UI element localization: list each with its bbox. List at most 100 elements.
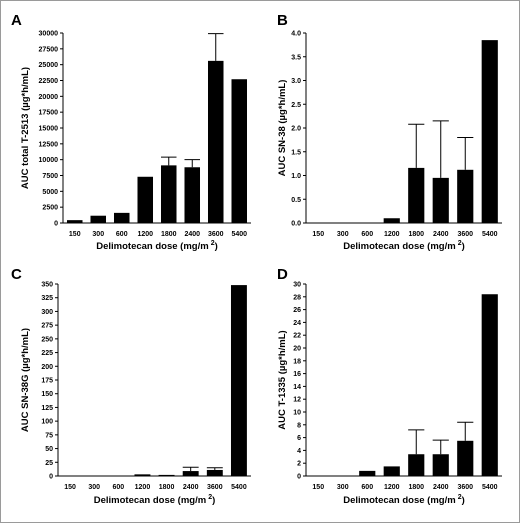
x-tick-label: 2400 [184, 231, 200, 238]
bar [408, 454, 425, 476]
y-tick-label: 350 [41, 282, 53, 289]
x-tick-label: 300 [337, 484, 349, 491]
y-tick-label: 22 [293, 333, 301, 340]
bar [207, 60, 224, 223]
x-tick-label: 2400 [183, 484, 199, 491]
bar [182, 471, 199, 476]
bar [160, 165, 177, 223]
y-tick-label: 12 [293, 397, 301, 404]
x-tick-label: 2400 [433, 484, 449, 491]
x-tick-label: 150 [312, 231, 324, 238]
panel-letter: D [277, 266, 288, 283]
x-axis-title-superscript: 2 [458, 240, 462, 247]
x-tick-label: 1200 [384, 231, 400, 238]
y-tick-label: 275 [41, 323, 53, 330]
panel-letter: B [277, 12, 288, 29]
y-tick-label: 100 [41, 419, 53, 426]
x-axis-title: Delimotecan dose (mg/m 2) [343, 240, 465, 252]
y-tick-label: 7500 [42, 173, 58, 180]
x-tick-label: 3600 [457, 231, 473, 238]
x-tick-label: 5400 [231, 231, 247, 238]
y-tick-label: 12500 [39, 141, 59, 148]
x-tick-label: 600 [116, 231, 128, 238]
x-tick-label: 1200 [384, 484, 400, 491]
y-tick-label: 50 [45, 446, 53, 453]
x-tick-label: 3600 [207, 484, 223, 491]
y-tick-label: 30000 [39, 31, 59, 38]
y-tick-label: 200 [41, 364, 53, 371]
x-tick-label: 600 [361, 484, 373, 491]
chart-panel-a: A 0 2500 5000 7500 10000 12500 15000 17500 20000 2… [11, 12, 251, 252]
bar [481, 40, 498, 223]
x-tick-label: 300 [88, 484, 100, 491]
y-tick-label: 2.0 [291, 126, 301, 133]
y-axis-title: AUC total T-2513 (µg*h/mL) [20, 67, 31, 189]
y-tick-label: 5000 [42, 189, 58, 196]
x-tick-label: 300 [92, 231, 104, 238]
bar [137, 176, 154, 223]
x-tick-label: 5400 [482, 231, 498, 238]
y-tick-label: 15000 [39, 126, 59, 133]
x-tick-label: 1800 [408, 231, 424, 238]
x-tick-label: 1800 [159, 484, 175, 491]
x-axis-title-close: ) [462, 241, 465, 252]
x-axis-title-text: Delimotecan dose (mg/m [96, 241, 208, 252]
bar [113, 212, 130, 223]
y-tick-label: 25000 [39, 62, 59, 69]
y-tick-label: 26 [293, 307, 301, 314]
bar [432, 454, 449, 476]
y-tick-label: 3.5 [291, 54, 301, 61]
y-tick-label: 0 [54, 221, 58, 228]
y-tick-label: 175 [41, 378, 53, 385]
bar [66, 220, 83, 223]
y-tick-label: 325 [41, 295, 53, 302]
y-tick-label: 0.0 [291, 221, 301, 228]
x-axis-title: Delimotecan dose (mg/m 2) [96, 240, 218, 252]
bar [359, 470, 376, 476]
bar [230, 285, 247, 476]
y-tick-label: 8 [297, 422, 301, 429]
y-tick-label: 14 [293, 384, 301, 391]
bar [134, 474, 151, 476]
x-tick-label: 2400 [433, 231, 449, 238]
x-axis-title-text: Delimotecan dose (mg/m [343, 495, 455, 506]
y-tick-label: 10 [293, 410, 301, 417]
x-tick-label: 1800 [408, 484, 424, 491]
y-tick-label: 0 [297, 474, 301, 481]
y-tick-label: 30 [293, 282, 301, 289]
x-tick-label: 150 [64, 484, 76, 491]
y-tick-label: 300 [41, 309, 53, 316]
y-tick-label: 2500 [42, 205, 58, 212]
y-axis-title: AUC T-1335 (µg*h/mL) [277, 330, 288, 429]
x-tick-label: 1800 [161, 231, 177, 238]
bar [408, 167, 425, 223]
x-tick-label: 300 [337, 231, 349, 238]
x-axis-title-superscript: 2 [208, 494, 212, 501]
panel-letter: C [11, 266, 22, 283]
x-tick-label: 600 [361, 231, 373, 238]
x-axis-title-close: ) [212, 495, 215, 506]
bar [231, 79, 248, 223]
y-tick-label: 150 [41, 391, 53, 398]
bar [457, 440, 474, 476]
bar [158, 474, 175, 476]
bar [432, 177, 449, 223]
y-tick-label: 6 [297, 435, 301, 442]
x-axis-title-superscript: 2 [458, 494, 462, 501]
y-tick-label: 0 [49, 474, 53, 481]
y-tick-label: 1.5 [291, 149, 301, 156]
chart-panel-b: B 0.0 0.5 1.0 1.5 2.0 2.5 3.0 3.5 4.0 150 300 600 120… [277, 12, 502, 252]
bar [481, 294, 498, 476]
y-tick-label: 24 [293, 320, 301, 327]
x-tick-label: 5400 [231, 484, 247, 491]
y-axis-title: AUC SN-38 (µg*h/mL) [277, 80, 288, 177]
y-axis-title: AUC SN-38G (µg*h/mL) [20, 328, 31, 432]
y-tick-label: 2 [297, 461, 301, 468]
y-tick-label: 125 [41, 405, 53, 412]
bar [383, 218, 400, 223]
x-axis-title-close: ) [462, 495, 465, 506]
x-tick-label: 600 [112, 484, 124, 491]
x-tick-label: 1200 [135, 484, 151, 491]
